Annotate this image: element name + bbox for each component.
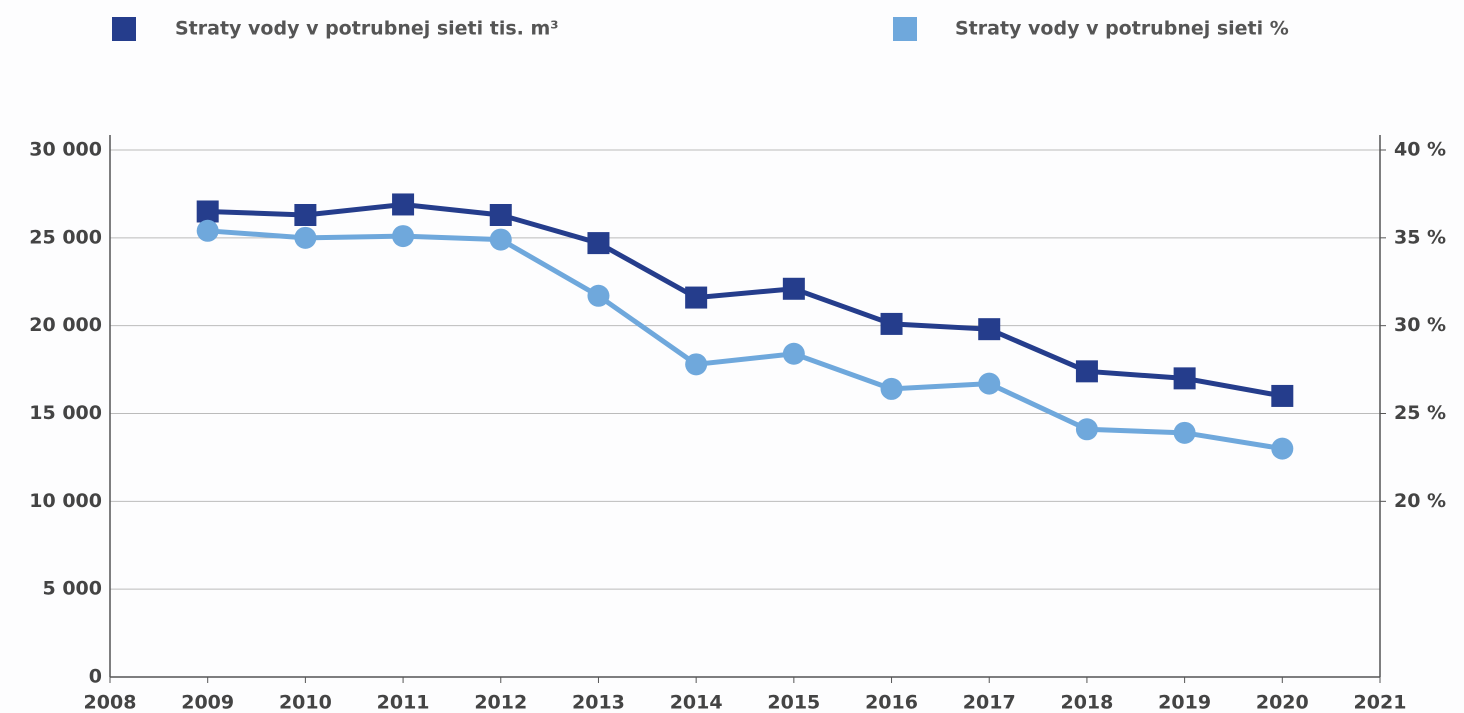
y-tick-label: 5 000 [43, 578, 103, 600]
x-tick-label: 2019 [1158, 692, 1211, 713]
y-tick-label: 15 000 [29, 402, 102, 424]
y2-tick-label: 30 % [1394, 314, 1446, 336]
x-tick-label: 2009 [181, 692, 234, 713]
y-tick-label: 20 000 [29, 314, 102, 336]
y-tick-label: 10 000 [29, 490, 102, 512]
marker [1174, 367, 1196, 389]
marker [685, 287, 707, 309]
marker [294, 227, 316, 249]
marker [1174, 422, 1196, 444]
marker [783, 343, 805, 365]
marker [1271, 438, 1293, 460]
marker [392, 193, 414, 215]
marker [685, 353, 707, 375]
x-tick-label: 2013 [572, 692, 625, 713]
marker [587, 285, 609, 307]
x-tick-label: 2010 [279, 692, 332, 713]
x-tick-label: 2015 [767, 692, 820, 713]
x-tick-label: 2011 [377, 692, 430, 713]
x-tick-label: 2018 [1060, 692, 1113, 713]
marker [490, 204, 512, 226]
marker [978, 318, 1000, 340]
marker [490, 229, 512, 251]
marker [978, 373, 1000, 395]
x-tick-label: 2021 [1354, 692, 1407, 713]
y-tick-label: 30 000 [29, 139, 102, 161]
legend-swatch [112, 17, 136, 41]
marker [197, 220, 219, 242]
marker [587, 232, 609, 254]
x-tick-label: 2020 [1256, 692, 1309, 713]
y2-tick-label: 25 % [1394, 402, 1446, 424]
marker [881, 378, 903, 400]
x-tick-label: 2008 [84, 692, 137, 713]
marker [1076, 418, 1098, 440]
marker [1271, 385, 1293, 407]
legend-label: Straty vody v potrubnej sieti % [955, 18, 1289, 40]
y2-tick-label: 40 % [1394, 139, 1446, 161]
x-tick-label: 2014 [670, 692, 723, 713]
y-tick-label: 0 [89, 666, 102, 688]
y2-tick-label: 35 % [1394, 226, 1446, 248]
marker [783, 278, 805, 300]
background [0, 0, 1464, 713]
x-tick-label: 2016 [865, 692, 918, 713]
legend-swatch [893, 17, 917, 41]
marker [881, 313, 903, 335]
marker [1076, 360, 1098, 382]
x-tick-label: 2017 [963, 692, 1016, 713]
y-tick-label: 25 000 [29, 226, 102, 248]
marker [294, 204, 316, 226]
x-tick-label: 2012 [474, 692, 527, 713]
y2-tick-label: 20 % [1394, 490, 1446, 512]
marker [197, 200, 219, 222]
marker [392, 225, 414, 247]
chart: 0 5 000 10 000 15 000 20 000 25 000 30 000 20 %… [0, 0, 1464, 713]
legend-label: Straty vody v potrubnej sieti tis. m³ [175, 18, 559, 40]
